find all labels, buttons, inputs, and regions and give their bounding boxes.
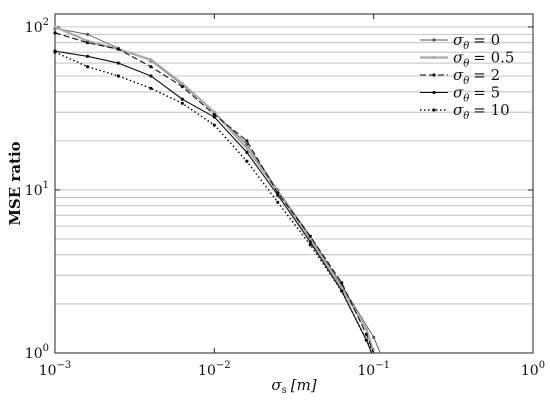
data-point xyxy=(180,81,184,86)
series-path xyxy=(54,51,375,354)
legend-label: σθ = 5 xyxy=(453,84,500,105)
legend-marker xyxy=(432,108,436,112)
data-point xyxy=(149,65,153,69)
legend: σθ = 0σθ = 0.5σθ = 2σθ = 5σθ = 10 xyxy=(420,31,514,122)
legend-entry: σθ = 0 xyxy=(420,31,500,52)
data-point xyxy=(53,50,57,54)
data-point xyxy=(245,146,249,150)
data-point xyxy=(245,142,249,147)
legend-marker xyxy=(432,55,436,60)
legend-label: σθ = 2 xyxy=(453,66,500,87)
series-path xyxy=(54,25,375,354)
legend-entry: σθ = 10 xyxy=(420,101,510,122)
data-point xyxy=(364,327,368,331)
legend-entry: σθ = 2 xyxy=(420,66,500,87)
data-point xyxy=(212,123,216,127)
data-point xyxy=(245,159,249,163)
data-point xyxy=(276,193,280,197)
legend-marker xyxy=(432,38,436,42)
series-line xyxy=(53,50,375,354)
series-line xyxy=(53,31,375,354)
legend-marker xyxy=(432,73,436,77)
data-point xyxy=(340,281,344,285)
data-point xyxy=(364,338,368,342)
data-point xyxy=(340,289,344,293)
x-tick-label: 10−1 xyxy=(357,360,390,379)
data-point xyxy=(180,85,184,89)
series-lines xyxy=(53,25,381,354)
x-tick-label: 10−2 xyxy=(198,360,231,379)
data-point xyxy=(180,101,184,105)
data-point xyxy=(245,150,249,154)
data-point xyxy=(149,58,153,62)
data-point xyxy=(116,47,121,51)
data-point xyxy=(364,332,368,337)
legend-marker xyxy=(432,90,436,95)
data-point xyxy=(53,31,57,35)
data-point xyxy=(85,65,90,69)
data-point xyxy=(180,97,184,101)
legend-label: σθ = 0.5 xyxy=(453,49,514,70)
legend-entry: σθ = 5 xyxy=(420,84,500,105)
data-point xyxy=(149,86,153,90)
legend-label: σθ = 0 xyxy=(453,31,500,52)
data-point xyxy=(212,115,216,119)
series-path xyxy=(54,50,373,354)
plot-frame xyxy=(54,13,534,354)
data-point xyxy=(85,41,90,45)
series-line xyxy=(53,49,373,354)
grid xyxy=(55,26,533,354)
legend-entry: σθ = 0.5 xyxy=(420,49,514,70)
x-tick-label: 10−3 xyxy=(39,360,72,379)
data-point xyxy=(149,74,153,78)
data-point xyxy=(85,54,90,58)
series-path xyxy=(54,32,375,354)
data-point xyxy=(116,74,121,78)
data-point xyxy=(212,110,216,114)
data-point xyxy=(308,240,312,244)
data-point xyxy=(245,139,249,143)
data-point xyxy=(308,243,312,247)
legend-label: σθ = 10 xyxy=(453,101,510,122)
data-point xyxy=(85,32,90,36)
y-tick-label: 102 xyxy=(25,17,49,36)
y-axis-label: MSE ratio xyxy=(6,141,24,225)
data-point xyxy=(308,234,312,238)
axis-ticks: 10−3 10−2 10−1 100 100 101 102 xyxy=(25,14,545,379)
x-axis-label: σs [m] xyxy=(271,376,316,396)
data-point xyxy=(212,112,216,117)
x-tick-label: 100 xyxy=(521,360,545,379)
data-point xyxy=(53,25,57,29)
data-point xyxy=(276,200,280,204)
y-tick-label: 100 xyxy=(25,343,49,362)
data-point xyxy=(372,335,376,339)
data-point xyxy=(116,61,121,65)
y-tick-label: 101 xyxy=(25,180,49,199)
